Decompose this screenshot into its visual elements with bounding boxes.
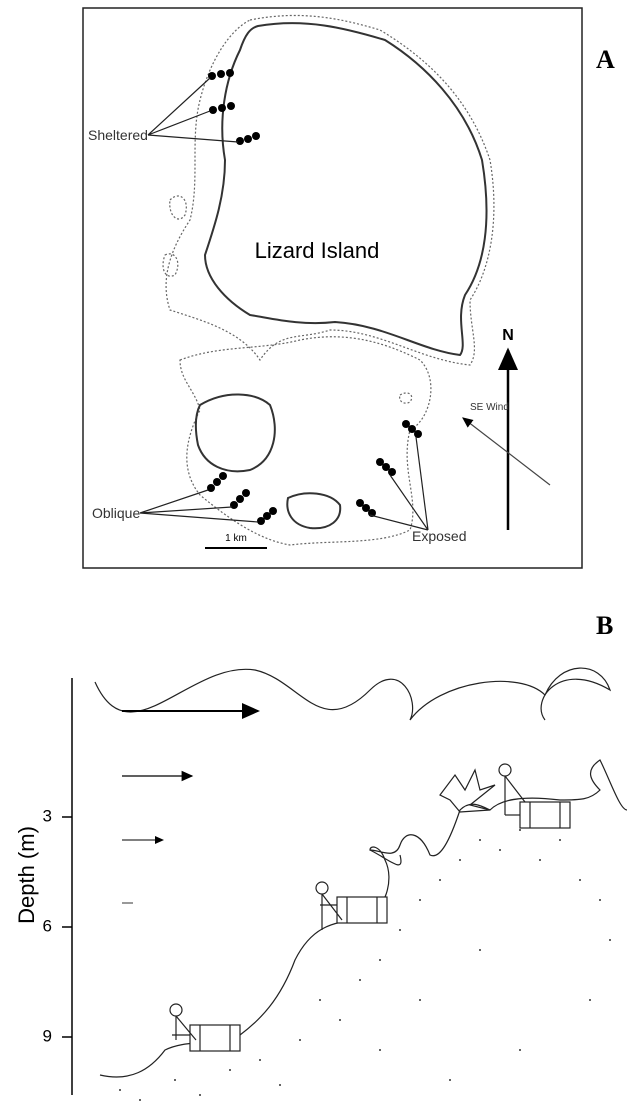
wind-arrow [462, 417, 551, 486]
reef-outcrop [369, 849, 402, 866]
north-label: N [502, 327, 514, 344]
island-outline [162, 14, 495, 546]
instruments [169, 763, 571, 1052]
wind-label: SE Wind [470, 402, 509, 413]
depth-ticks [62, 816, 72, 1038]
depth-tick-label: 3 [43, 806, 52, 825]
depth-tick-label: 9 [43, 1026, 52, 1045]
scale-label: 1 km [225, 533, 247, 544]
coral [439, 768, 496, 813]
sediment [119, 829, 611, 1101]
island-name: Lizard Island [255, 238, 380, 263]
leader-lines [139, 77, 429, 531]
depth-tick-label: 6 [43, 916, 52, 935]
panel-label: A [596, 45, 615, 74]
site-label: Exposed [412, 528, 466, 544]
waves [94, 667, 612, 721]
panel-label: B [596, 611, 613, 640]
site-label: Sheltered [88, 127, 148, 143]
axis-label: Depth (m) [14, 826, 39, 924]
site-markers [207, 69, 422, 525]
site-label: Oblique [92, 505, 140, 521]
current-arrows [122, 703, 260, 904]
map-frame [82, 7, 583, 569]
seabed [99, 759, 627, 1078]
